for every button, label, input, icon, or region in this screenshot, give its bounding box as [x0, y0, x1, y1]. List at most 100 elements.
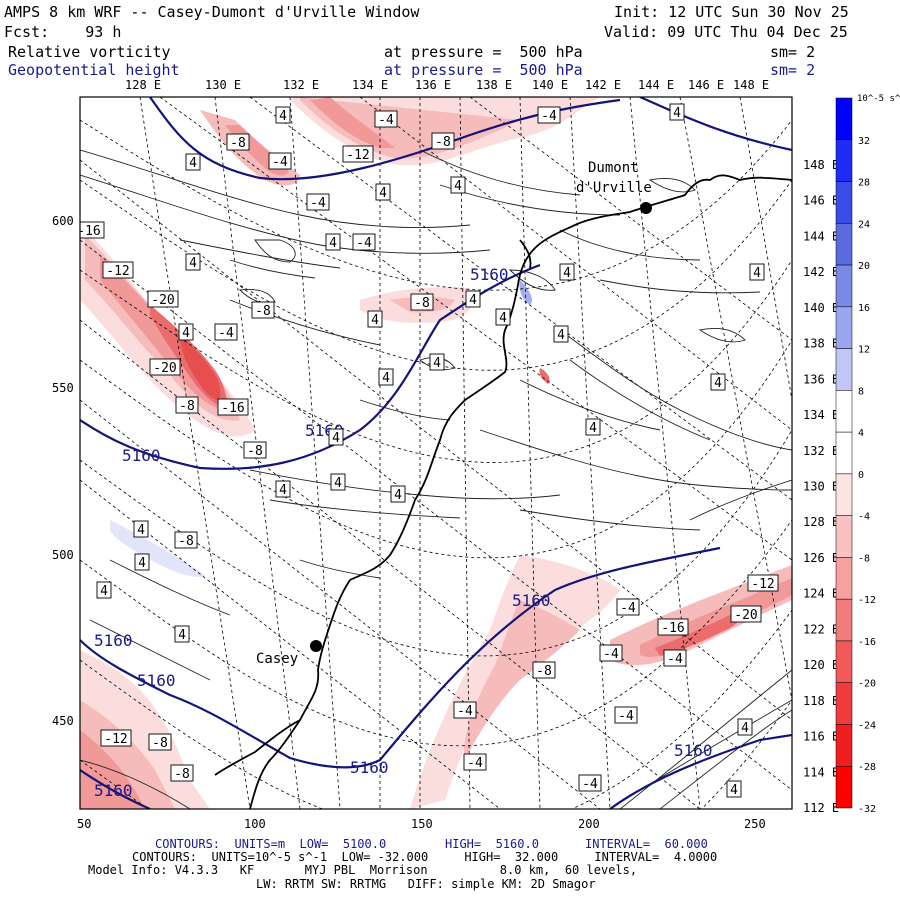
vorticity-label-box — [537, 106, 561, 124]
vorticity-label-box — [134, 553, 150, 571]
height-contour-label: 5160 — [137, 671, 176, 690]
vorticity-label-box — [657, 618, 689, 636]
vorticity-label-box — [578, 774, 602, 792]
vorticity-contour-label: -8 — [179, 399, 195, 414]
colorbar-swatch — [835, 139, 853, 182]
top-longitude-label: 142 E — [585, 78, 621, 92]
right-longitude-label: 144 E — [803, 229, 839, 243]
vorticity-contour-label: -4 — [620, 601, 636, 616]
vorticity-contour-label: 4 — [394, 488, 402, 503]
vorticity-label-box — [616, 598, 640, 616]
map-title: AMPS 8 km WRF -- Casey-Dumont d'Urville … — [4, 3, 420, 21]
vorticity-label-box — [431, 132, 455, 150]
left-grid-label: 600 — [52, 214, 74, 228]
vorticity-label-box — [170, 764, 194, 782]
vorticity-label-box — [747, 574, 779, 592]
vorticity-contour-label: 4 — [730, 783, 738, 798]
vorticity-label-box — [726, 780, 742, 798]
vorticity-label-box — [306, 193, 330, 211]
right-longitude-label: 136 E — [803, 372, 839, 386]
colorbar-tick-label: 24 — [858, 219, 870, 230]
vorticity-contour-label: 4 — [138, 556, 146, 571]
vorticity-contour-label: 4 — [371, 313, 379, 328]
coastline — [214, 174, 792, 809]
field1-smoothing: sm= 2 — [770, 43, 816, 61]
vorticity-contour-label: 4 — [433, 356, 441, 371]
vorticity-contour-label: 4 — [189, 156, 197, 171]
right-longitude-label: 118 E — [803, 694, 839, 708]
field2-name: Geopotential height — [8, 61, 180, 79]
vorticity-label-box — [463, 753, 487, 771]
vorticity-label-box — [375, 183, 391, 201]
vorticity-contour-label: -8 — [178, 534, 194, 549]
top-longitude-label: 144 E — [638, 78, 674, 92]
vorticity-label-box — [737, 718, 753, 736]
vorticity-label-box — [100, 729, 132, 747]
vorticity-contour-label: -4 — [667, 652, 683, 667]
vorticity-label-box — [325, 233, 341, 251]
height-contour-label: 5160 — [94, 781, 133, 800]
vorticity-label-box — [342, 145, 374, 163]
vorticity-contour-label: 4 — [563, 266, 571, 281]
vorticity-contour-label: -20 — [151, 293, 174, 308]
left-grid-label: 500 — [52, 548, 74, 562]
vorticity-label-box — [178, 323, 194, 341]
vorticity-label-box — [749, 263, 765, 281]
colorbar-swatch — [835, 557, 853, 600]
height-contour-label: 5160 — [122, 446, 161, 465]
vorticity-contour-label: 4 — [332, 431, 340, 446]
vorticity-contour-label: -4 — [378, 113, 394, 128]
vorticity-contour-label: 4 — [329, 236, 337, 251]
right-longitude-label: 124 E — [803, 587, 839, 601]
top-longitude-label: 132 E — [283, 78, 319, 92]
colorbar-swatch — [835, 97, 853, 141]
vorticity-contour-label: -20 — [153, 361, 176, 376]
vorticity-label-box — [410, 293, 434, 311]
vorticity-label-box — [147, 290, 179, 308]
vorticity-label-box — [80, 221, 105, 239]
bottom-grid-label: 150 — [411, 817, 433, 831]
vorticity-label-box — [328, 428, 344, 446]
right-longitude-label: 130 E — [803, 480, 839, 494]
vorticity-label-box — [390, 485, 406, 503]
footer-height-contours: CONTOURS: UNITS=m LOW= 5100.0 — [155, 837, 387, 851]
colorbar-swatch — [835, 264, 853, 308]
vorticity-contour-label: 4 — [741, 721, 749, 736]
left-grid-label: 550 — [52, 381, 74, 395]
right-longitude-label: 132 E — [803, 444, 839, 458]
field2-level: at pressure = 500 hPa — [384, 61, 583, 79]
top-longitude-label: 134 E — [352, 78, 388, 92]
colorbar-swatch — [835, 306, 853, 349]
vorticity-label-box — [599, 644, 623, 662]
left-grid-label: 450 — [52, 714, 74, 728]
colorbar-tick-label: -24 — [858, 720, 876, 731]
right-longitude-label: 116 E — [803, 730, 839, 744]
vorticity-label-box — [453, 701, 477, 719]
vorticity-contour-label: 4 — [557, 328, 565, 343]
vorticity-label-box — [251, 301, 275, 319]
colorbar-tick-label: 4 — [858, 428, 864, 439]
right-longitude-label: 146 E — [803, 194, 839, 208]
vorticity-contour-label: -16 — [221, 401, 244, 416]
right-longitude-label: 134 E — [803, 408, 839, 422]
vorticity-contour-label: -8 — [435, 135, 451, 150]
vorticity-contour-label: -16 — [661, 621, 684, 636]
colorbar-tick-label: 20 — [858, 261, 870, 272]
footer-height-high: HIGH= 5160.0 — [445, 837, 539, 851]
colorbar-swatch — [835, 598, 853, 642]
height-contour-label: 5160 — [512, 591, 551, 610]
vorticity-label-box — [429, 353, 445, 371]
vorticity-label-box — [585, 418, 601, 436]
right-longitude-label: 138 E — [803, 337, 839, 351]
lat-lon-grid — [80, 97, 792, 809]
vorticity-contour-label: -4 — [457, 704, 473, 719]
vorticity-label-box — [330, 473, 346, 491]
top-longitude-label: 128 E — [125, 78, 161, 92]
vorticity-label-box — [465, 290, 481, 308]
vorticity-contour-label: 4 — [382, 371, 390, 386]
vorticity-label-box — [275, 480, 291, 498]
vorticity-contour-label: -8 — [247, 444, 263, 459]
colorbar-swatch — [835, 390, 853, 433]
colorbar-swatch — [835, 682, 853, 725]
